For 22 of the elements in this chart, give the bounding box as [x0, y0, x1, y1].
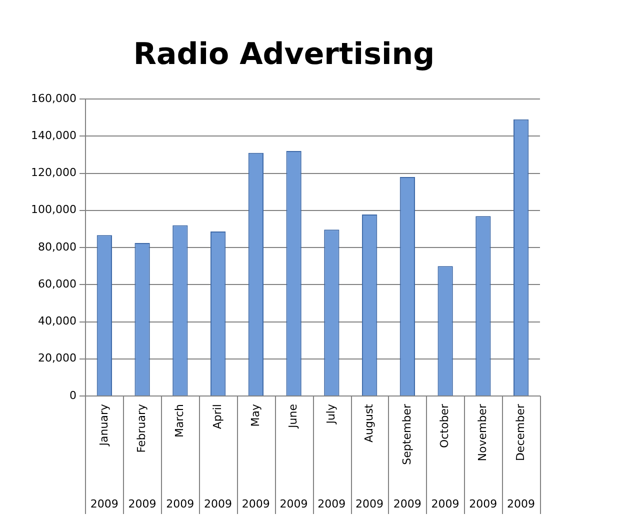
- category-label: May 2009: [242, 404, 270, 510]
- category-label: September 2009: [393, 404, 422, 510]
- y-tick-label: 160,000: [30, 92, 76, 105]
- chart-title: Radio Advertising: [133, 36, 435, 72]
- y-tick-label: 0: [69, 388, 76, 402]
- y-tick-label: 20,000: [38, 352, 76, 365]
- y-tick-label: 40,000: [38, 314, 76, 328]
- category-label: October 2009: [431, 404, 460, 510]
- category-label: November 2009: [469, 404, 498, 510]
- y-tick-label: 60,000: [38, 277, 76, 290]
- y-tick-label: 140,000: [30, 128, 76, 142]
- category-label: July 2009: [318, 404, 346, 510]
- y-tick-label: 100,000: [30, 203, 76, 216]
- category-label: January 2009: [90, 404, 118, 510]
- category-label: August 2009: [356, 404, 384, 510]
- category-label: June 2009: [280, 404, 308, 510]
- y-tick-label: 80,000: [38, 240, 76, 254]
- category-label: March 2009: [166, 404, 194, 510]
- category-label: April 2009: [204, 404, 232, 510]
- y-tick-label: 120,000: [30, 166, 76, 180]
- category-label: February 2009: [128, 404, 156, 510]
- category-label: December 2009: [507, 404, 536, 510]
